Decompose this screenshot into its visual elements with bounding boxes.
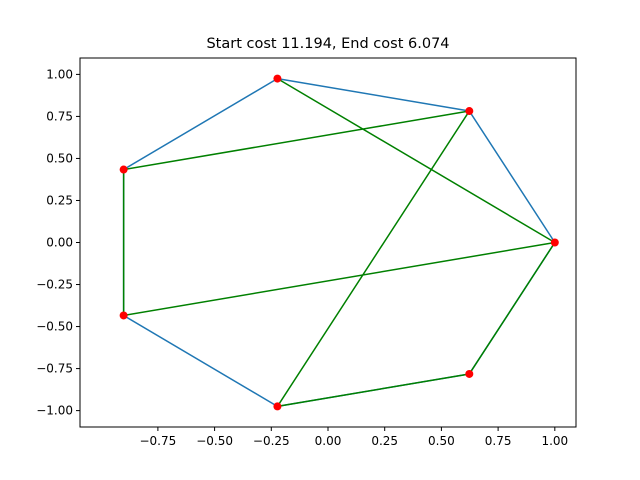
x-tick-label: 0.25 [371,434,398,448]
y-tick-label: 0.00 [46,236,73,250]
data-point-7 [465,369,474,378]
y-tick-label: −0.75 [36,362,73,376]
chart-title: Start cost 11.194, End cost 6.074 [206,36,449,52]
x-tick-label: −0.75 [139,434,176,448]
y-tick-label: 0.25 [46,193,73,207]
series-line-1 [122,77,556,408]
x-axis: −0.75 −0.50 −0.25 0.00 0.25 0.50 0.75 1.00 [139,427,568,448]
data-point-4 [119,165,128,174]
data-point-5 [119,311,128,320]
data-point-6 [273,402,282,411]
x-tick-label: −0.25 [253,434,290,448]
x-tick-label: 0.75 [485,434,512,448]
x-tick-label: 1.00 [541,434,568,448]
data-point-3 [273,74,282,83]
x-tick-label: 0.00 [315,434,342,448]
plot-frame [79,57,577,428]
y-axis: −1.00 −0.75 −0.50 −0.25 0.00 0.25 0.50 0.75 1.00 [36,67,80,418]
y-tick-label: −1.00 [36,404,73,418]
points-layer [119,74,559,411]
y-tick-label: −0.50 [36,320,73,334]
series-layer [122,77,556,408]
x-tick-label: −0.50 [196,434,233,448]
y-tick-label: −0.25 [36,278,73,292]
series-line-2 [122,77,556,408]
x-tick-label: 0.50 [428,434,455,448]
data-point-2 [465,107,474,116]
y-tick-label: 1.00 [46,67,73,81]
y-tick-label: 0.75 [46,109,73,123]
y-tick-label: 0.50 [46,151,73,165]
data-point-1 [550,238,559,247]
